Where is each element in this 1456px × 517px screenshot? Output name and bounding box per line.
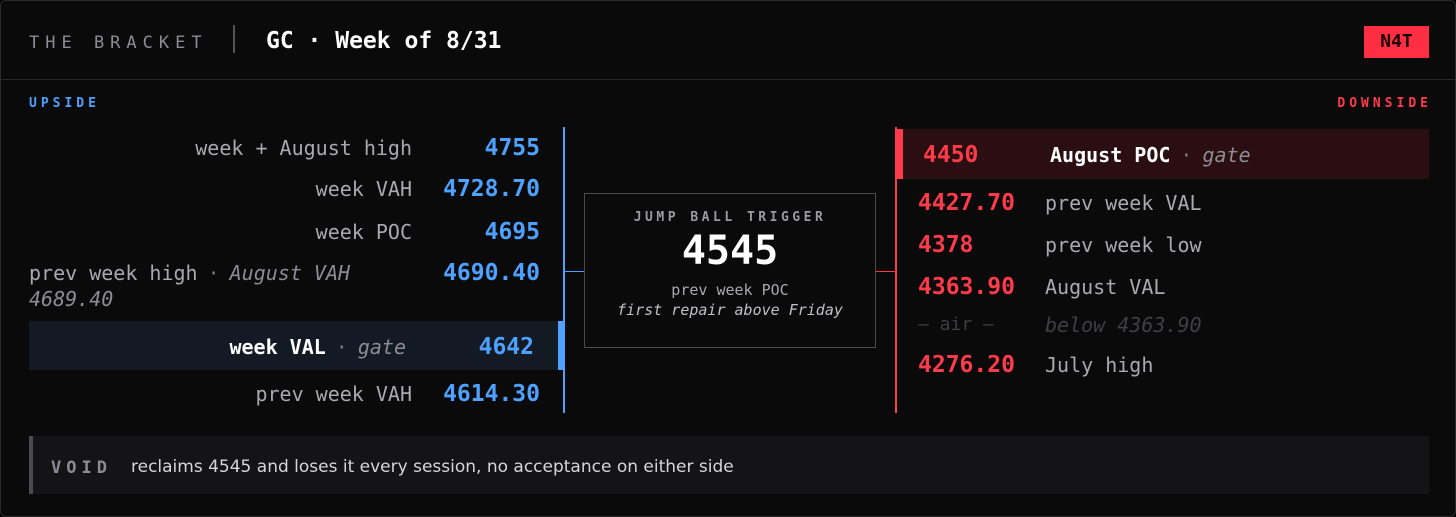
level-text: prev week high · August VAH 4689.40 bbox=[29, 260, 412, 312]
upside-label: UPSIDE bbox=[29, 96, 100, 111]
trigger-line: first repair above Friday bbox=[617, 301, 843, 319]
brand: THE BRACKET bbox=[29, 33, 208, 53]
level-label: August VAL bbox=[1045, 275, 1166, 299]
downside-rail bbox=[895, 127, 897, 413]
footer-label: VOID bbox=[51, 458, 112, 478]
level-price: 4695 bbox=[484, 219, 540, 245]
level-label-box: July high bbox=[1045, 352, 1153, 378]
highlight-row bbox=[896, 129, 1429, 179]
level-price: 4614.30 bbox=[443, 381, 540, 407]
level-price: 4427.70 bbox=[918, 190, 1015, 216]
level-label-box: August VAL bbox=[1045, 274, 1165, 300]
level-note: August VAH 4689.40 bbox=[29, 261, 351, 311]
level-text: week POC bbox=[316, 219, 412, 245]
level-price: 4378 bbox=[918, 232, 974, 258]
level-price: 4690.40 bbox=[443, 260, 540, 286]
level-label-box: week POC bbox=[29, 219, 412, 245]
separator: · bbox=[207, 261, 220, 285]
level-text: week VAL · gate bbox=[229, 334, 406, 360]
level-row: week VAH 4728.70 bbox=[29, 176, 540, 202]
level-label-box: week + August high bbox=[29, 135, 412, 161]
level-row: week POC 4695 bbox=[29, 219, 540, 245]
level-label: week POC bbox=[315, 220, 412, 244]
downside-label: DOWNSIDE bbox=[1337, 96, 1432, 111]
level-text: prev week VAH bbox=[255, 381, 412, 407]
divider bbox=[233, 25, 235, 53]
title: GC · Week of 8/31 bbox=[266, 28, 502, 54]
trigger-box: JUMP BALL TRIGGER 4545 prev week POC fir… bbox=[584, 193, 876, 348]
level-row: week + August high 4755 bbox=[29, 135, 540, 161]
level-note: gate bbox=[1202, 143, 1251, 167]
level-text: week VAH bbox=[316, 176, 412, 202]
footer bbox=[29, 436, 1429, 494]
trigger-price: 4545 bbox=[681, 228, 779, 274]
level-label-box: below 4363.90 bbox=[1045, 312, 1202, 338]
level-price: 4642 bbox=[478, 334, 534, 360]
level-label-box: prev week VAH bbox=[29, 381, 412, 407]
level-label-box: prev week low bbox=[1045, 232, 1202, 258]
level-text: week + August high bbox=[195, 135, 412, 161]
level-label-box: August POC · gate bbox=[1050, 142, 1251, 168]
separator: · bbox=[1180, 143, 1193, 167]
badge: N4T bbox=[1364, 26, 1429, 58]
level-label-box: week VAL · gate bbox=[23, 334, 406, 360]
level-label: August POC bbox=[1050, 143, 1171, 167]
level-price: 4728.70 bbox=[443, 176, 540, 202]
level-label-box: prev week high · August VAH 4689.40 bbox=[29, 260, 412, 312]
level-row: prev week high · August VAH 4689.40 4690.40 bbox=[29, 260, 540, 312]
level-price: 4450 bbox=[923, 142, 979, 168]
level-label-box: week VAH bbox=[29, 176, 412, 202]
level-label: week VAH bbox=[315, 177, 412, 201]
separator: · bbox=[335, 335, 348, 359]
connector bbox=[875, 271, 896, 272]
footer-bar bbox=[29, 436, 33, 494]
level-label: prev week VAL bbox=[1045, 191, 1202, 215]
header-rule bbox=[1, 79, 1455, 80]
trigger-label: JUMP BALL TRIGGER bbox=[633, 210, 827, 225]
upside-rail bbox=[563, 127, 565, 413]
level-label: below 4363.90 bbox=[1045, 313, 1202, 337]
level-label-box: prev week VAL bbox=[1045, 190, 1202, 216]
level-label: prev week high bbox=[29, 261, 198, 285]
highlight-row bbox=[29, 321, 558, 370]
level-note: gate bbox=[357, 335, 406, 359]
level-price: 4755 bbox=[484, 135, 540, 161]
level-price: — air — bbox=[918, 314, 994, 335]
level-price: 4276.20 bbox=[918, 352, 1015, 378]
level-label: week VAL bbox=[229, 335, 326, 359]
highlight-bar bbox=[558, 321, 564, 370]
connector bbox=[564, 271, 584, 272]
highlight-bar bbox=[896, 129, 903, 179]
trigger-line: prev week POC bbox=[671, 281, 789, 299]
footer-text: reclaims 4545 and loses it every session… bbox=[131, 457, 734, 477]
level-label: week + August high bbox=[195, 136, 412, 160]
level-label: prev week low bbox=[1045, 233, 1202, 257]
level-price: 4363.90 bbox=[918, 274, 1015, 300]
level-row: prev week VAH 4614.30 bbox=[29, 381, 540, 407]
level-label: prev week VAH bbox=[255, 382, 412, 406]
level-row: week VAL · gate 4642 bbox=[23, 334, 534, 360]
level-label: July high bbox=[1045, 353, 1154, 377]
